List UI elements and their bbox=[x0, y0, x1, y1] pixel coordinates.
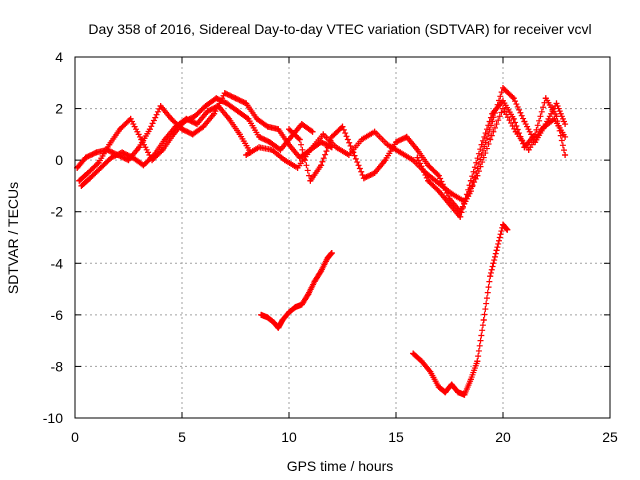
series-track-g bbox=[258, 249, 335, 331]
y-tick-label: -4 bbox=[51, 255, 64, 271]
x-tick-label: 5 bbox=[178, 429, 186, 445]
series-marker-trail bbox=[286, 84, 569, 215]
x-tick-label: 0 bbox=[71, 429, 79, 445]
x-tick-label: 25 bbox=[602, 429, 618, 445]
plot-frame bbox=[74, 56, 611, 419]
y-tick-label: 2 bbox=[55, 101, 63, 117]
series-marker-trail bbox=[78, 102, 254, 189]
chart-title: Day 358 of 2016, Sidereal Day-to-day VTE… bbox=[88, 21, 591, 37]
y-tick-label: 0 bbox=[55, 152, 63, 168]
series-marker-trail bbox=[414, 95, 569, 220]
grid bbox=[75, 57, 610, 418]
series-track-e bbox=[286, 84, 569, 215]
y-axis-label: SDTVAR / TECUs bbox=[5, 182, 21, 294]
axis-ticks: 0 5 10 15 20 25 -10 -8 -6 -4 -2 0 2 4 bbox=[43, 49, 618, 445]
y-tick-label: 4 bbox=[55, 49, 63, 65]
y-tick-label: -10 bbox=[43, 410, 63, 426]
x-axis-label: GPS time / hours bbox=[287, 458, 394, 474]
x-tick-label: 10 bbox=[281, 429, 297, 445]
y-tick-label: -2 bbox=[51, 204, 64, 220]
y-tick-label: -8 bbox=[51, 358, 64, 374]
series-track-f bbox=[414, 95, 569, 220]
series-marker-trail bbox=[410, 221, 511, 398]
x-tick-label: 15 bbox=[388, 429, 404, 445]
series-track-h bbox=[410, 221, 511, 398]
y-tick-label: -6 bbox=[51, 307, 64, 323]
x-tick-label: 20 bbox=[495, 429, 511, 445]
series-marker-trail bbox=[258, 249, 335, 331]
plot-area bbox=[74, 84, 569, 398]
